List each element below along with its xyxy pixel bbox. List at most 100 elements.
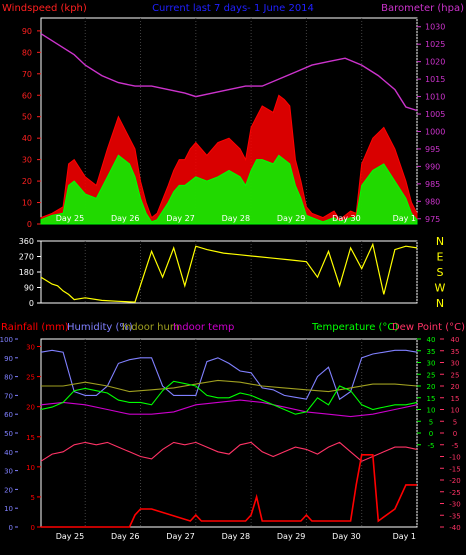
rainfall-series (41, 454, 417, 528)
day-label: Day 30 (332, 214, 361, 223)
compass-tick-label: E (437, 251, 444, 264)
legend-temperature: Temperature (°C) (311, 322, 398, 333)
temperature-tick-label: 40 (427, 336, 436, 344)
barometer-tick-label: 1005 (425, 110, 445, 119)
dew-point-tick-label: 10 (451, 407, 460, 415)
humidity-tick-label: 40 (4, 449, 13, 457)
dew-point-tick-label: 15 (451, 395, 460, 403)
indoor-temp-series (40, 399, 418, 418)
temperature-tick-label: 15 (427, 395, 436, 403)
day-label: Day 27 (166, 532, 195, 541)
humidity-tick-label: 0 (9, 524, 13, 532)
wind-day-labels: Day 25 Day 26 Day 27 Day 28 Day 29 Day 30 Day … (56, 214, 416, 223)
barometer-tick-label: 1000 (425, 127, 445, 136)
barometer-tick-label: 985 (425, 180, 440, 189)
humidity-tick-label: 50 (4, 430, 13, 438)
compass-tick-label: N (436, 235, 444, 248)
dew-point-tick-label: -20 (449, 477, 460, 485)
windspeed-tick-label: 80 (22, 48, 32, 57)
humidity-series (40, 349, 418, 401)
compass-tick-label: W (435, 282, 446, 295)
degree-tick-label: 0 (29, 299, 34, 308)
direction-degree-ticks: 0 90 180 270 360 (19, 237, 41, 308)
dew-point-tick-label: -30 (449, 501, 460, 509)
barometer-tick-label: 990 (425, 162, 440, 171)
day-label: Day 1 (393, 214, 416, 223)
dew-point-tick-label: 20 (451, 383, 460, 391)
humidity-tick-label: 90 (4, 355, 13, 363)
direction-series (40, 242, 418, 303)
dew-point-tick-label: 35 (451, 348, 460, 356)
temperature-series (40, 380, 418, 415)
humidity-tick-label: 10 (4, 505, 13, 513)
rainfall-tick-label: 20 (26, 404, 35, 412)
humidity-tick-label: 80 (4, 374, 13, 382)
temperature-panel: Rainfall (mm) Humidity (%) Indoor hum In… (0, 322, 465, 541)
humidity-tick-label: 70 (4, 392, 13, 400)
day-label: Day 29 (277, 214, 306, 223)
temperature-tick-label: -5 (428, 442, 435, 450)
legend-dew-point: Dew Point (°C) (392, 322, 465, 333)
windspeed-tick-label: 10 (22, 199, 32, 208)
day-label: Day 27 (166, 214, 195, 223)
temperature-tick-label: 20 (427, 383, 436, 391)
day-label: Day 26 (111, 214, 140, 223)
temperature-tick-label: 35 (427, 348, 436, 356)
temperature-ticks: -5 0 5 10 15 20 25 30 35 40 (417, 336, 435, 450)
windspeed-tick-label: 30 (22, 156, 32, 165)
dew-point-tick-label: 30 (451, 360, 460, 368)
rainfall-tick-label: 15 (26, 434, 35, 442)
humidity-ticks: 0 10 20 30 40 50 60 70 80 90 100 (0, 336, 18, 532)
barometer-tick-label: 1020 (425, 58, 445, 67)
windspeed-tick-label: 50 (22, 113, 32, 122)
temperature-tick-label: 5 (429, 418, 433, 426)
degree-tick-label: 90 (24, 284, 34, 293)
windspeed-tick-label: 0 (27, 220, 32, 229)
rainfall-tick-label: 10 (26, 464, 35, 472)
humidity-tick-label: 20 (4, 486, 13, 494)
legend-indoor-hum: Indoor hum (122, 322, 180, 333)
temp-day-labels: Day 25 Day 26 Day 27 Day 28 Day 29 Day 30 Day … (56, 532, 416, 541)
avg-wind-series (40, 154, 418, 225)
indoor-hum-series (41, 379, 418, 393)
wind-panel: Windspeed (kph) Current last 7 days- 1 J… (2, 3, 464, 229)
humidity-tick-label: 30 (4, 468, 13, 476)
dew-point-ticks: -40 -35 -30 -25 -20 -15 -10 -5 0 5 10 15 20 25 30 35 40 (440, 336, 461, 532)
dew-point-tick-label: -25 (449, 489, 460, 497)
barometer-tick-label: 1010 (425, 93, 445, 102)
day-label: Day 25 (56, 532, 85, 541)
barometer-tick-label: 1025 (425, 40, 445, 49)
dew-point-tick-label: -40 (449, 524, 460, 532)
wind-series (40, 33, 418, 225)
degree-tick-label: 270 (19, 253, 34, 262)
windspeed-tick-label: 70 (22, 70, 32, 79)
humidity-tick-label: 100 (0, 336, 13, 344)
dew-point-tick-label: 0 (453, 430, 457, 438)
legend-indoor-temp: Indoor temp (173, 322, 234, 333)
dew-point-tick-label: -15 (449, 465, 460, 473)
compass-tick-label: S (437, 266, 444, 279)
chart-title: Current last 7 days- 1 June 2014 (152, 3, 314, 14)
dew-point-tick-label: -10 (449, 454, 460, 462)
humidity-tick-label: 60 (4, 411, 13, 419)
temperature-tick-label: 0 (429, 430, 433, 438)
temperature-tick-label: 30 (427, 360, 436, 368)
barometer-tick-label: 1030 (425, 23, 445, 32)
windspeed-tick-label: 60 (22, 91, 32, 100)
rainfall-tick-label: 5 (31, 494, 35, 502)
degree-tick-label: 360 (19, 237, 34, 246)
barometer-axis-label: Barometer (hpa) (381, 3, 464, 14)
rainfall-tick-label: 25 (26, 374, 35, 382)
dew-point-series (40, 441, 418, 462)
barometer-tick-label: 995 (425, 145, 440, 154)
day-label: Day 29 (277, 532, 306, 541)
windspeed-axis-label: Windspeed (kph) (2, 3, 87, 14)
barometer-tick-label: 975 (425, 215, 440, 224)
dew-point-tick-label: -5 (452, 442, 459, 450)
temperature-tick-label: 25 (427, 371, 436, 379)
degree-tick-label: 180 (19, 268, 34, 277)
